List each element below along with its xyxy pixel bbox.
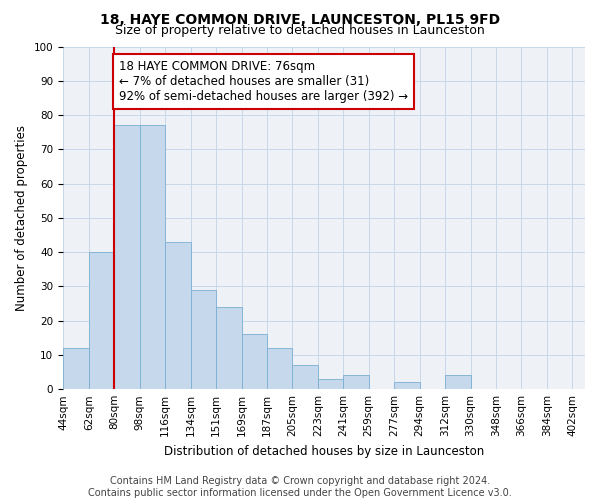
Bar xyxy=(89,252,114,389)
Text: Size of property relative to detached houses in Launceston: Size of property relative to detached ho… xyxy=(115,24,485,37)
Bar xyxy=(140,126,165,389)
Bar xyxy=(114,126,140,389)
Bar xyxy=(165,242,191,389)
Bar xyxy=(267,348,292,389)
Text: 18 HAYE COMMON DRIVE: 76sqm
← 7% of detached houses are smaller (31)
92% of semi: 18 HAYE COMMON DRIVE: 76sqm ← 7% of deta… xyxy=(119,60,409,103)
Bar xyxy=(191,290,216,389)
Bar xyxy=(343,376,369,389)
Text: Contains HM Land Registry data © Crown copyright and database right 2024.
Contai: Contains HM Land Registry data © Crown c… xyxy=(88,476,512,498)
Bar xyxy=(216,307,242,389)
Bar xyxy=(394,382,419,389)
Y-axis label: Number of detached properties: Number of detached properties xyxy=(15,125,28,311)
Bar xyxy=(445,376,470,389)
Bar xyxy=(318,379,343,389)
Bar xyxy=(242,334,267,389)
Text: 18, HAYE COMMON DRIVE, LAUNCESTON, PL15 9FD: 18, HAYE COMMON DRIVE, LAUNCESTON, PL15 … xyxy=(100,12,500,26)
Bar xyxy=(292,365,318,389)
Bar xyxy=(64,348,89,389)
X-axis label: Distribution of detached houses by size in Launceston: Distribution of detached houses by size … xyxy=(164,444,484,458)
